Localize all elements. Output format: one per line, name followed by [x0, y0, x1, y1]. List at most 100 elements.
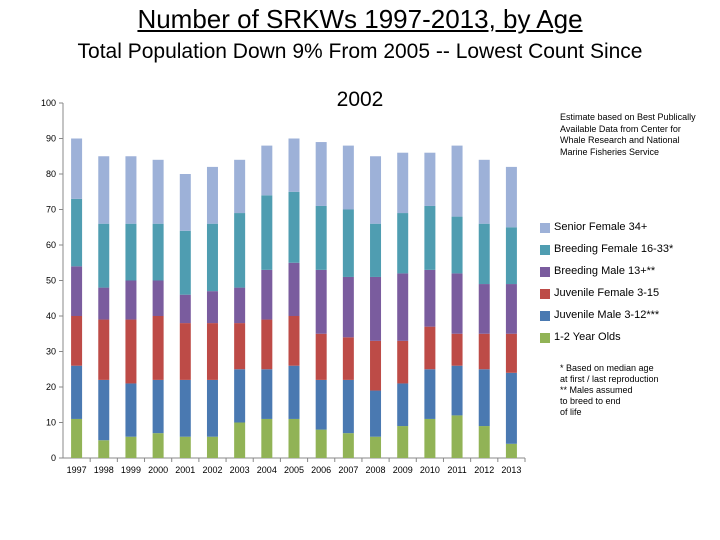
source-note: Estimate based on Best Publically Availa…: [560, 112, 696, 157]
bar-segment: [370, 156, 382, 224]
bar-segment: [478, 333, 490, 370]
y-tick-label: 60: [46, 240, 56, 250]
footnote-line: of life: [560, 407, 582, 417]
bar-segment: [478, 284, 490, 334]
legend-label: 1-2 Year Olds: [554, 331, 621, 343]
bar-segment: [261, 418, 273, 458]
footnote-line: at first / last reproduction: [560, 374, 659, 384]
bar-segment: [315, 205, 327, 270]
bar-segment: [234, 287, 246, 324]
bar-segment: [98, 156, 110, 224]
bar-segment: [478, 369, 490, 427]
bar-segment: [98, 440, 110, 458]
bar-segment: [342, 209, 354, 277]
bar-segment: [288, 262, 300, 316]
bar-segment: [98, 379, 110, 441]
bar-segment: [315, 142, 327, 206]
bar-segment: [179, 294, 191, 324]
bar-segment: [179, 323, 191, 380]
y-tick-label: 80: [46, 169, 56, 179]
bar-segment: [125, 436, 137, 458]
bar-segment: [342, 276, 354, 338]
bar-segment: [451, 273, 463, 334]
bar-segment: [179, 436, 191, 458]
bar-segment: [152, 159, 164, 224]
x-tick-label: 2004: [257, 465, 277, 475]
bar-segment: [234, 159, 246, 214]
bar-segment: [261, 145, 273, 196]
bar-segment: [125, 223, 137, 281]
bar-segment: [505, 227, 517, 285]
bar-segment: [315, 333, 327, 380]
bar-segment: [424, 369, 436, 419]
x-tick-label: 2011: [447, 465, 466, 475]
legend-swatch: [540, 311, 550, 321]
y-tick-label: 40: [46, 311, 56, 321]
x-tick-label: 2002: [202, 465, 222, 475]
y-tick-label: 0: [51, 453, 56, 463]
footnote: * Based on median age at first / last rep…: [560, 363, 670, 418]
bar-segment: [206, 166, 218, 224]
bar-segment: [397, 426, 409, 458]
bar-segment: [71, 138, 83, 199]
bar-segment: [315, 429, 327, 458]
legend-swatch: [540, 267, 550, 277]
bar-segment: [71, 316, 83, 366]
legend-swatch: [540, 223, 550, 233]
x-tick-label: 2007: [338, 465, 358, 475]
bar-segment: [179, 230, 191, 295]
bar-segment: [342, 433, 354, 458]
bar-segment: [478, 223, 490, 285]
x-tick-label: 1997: [67, 465, 87, 475]
bar-segment: [505, 166, 517, 228]
legend-label: Senior Female 34+: [554, 221, 648, 233]
bar-segment: [315, 269, 327, 334]
bar-segment: [478, 159, 490, 224]
footnote-line: ** Males assumed: [560, 385, 633, 395]
bar-segment: [370, 223, 382, 277]
bar-segment: [234, 323, 246, 370]
bar-segment: [152, 316, 164, 380]
y-tick-label: 90: [46, 134, 56, 144]
bar-segment: [71, 266, 83, 316]
bar-segment: [125, 383, 137, 437]
bar-segment: [342, 379, 354, 434]
bar-segment: [152, 223, 164, 281]
bar-segment: [206, 379, 218, 437]
bar-segment: [206, 223, 218, 292]
bar-segment: [261, 269, 273, 320]
x-tick-label: 2003: [230, 465, 250, 475]
x-tick-label: 2010: [420, 465, 440, 475]
bar-segment: [370, 436, 382, 458]
bar-segment: [424, 418, 436, 458]
chart-subtitle: Total Population Down 9% From 2005 -- Lo…: [77, 40, 643, 63]
legend-label: Breeding Male 13+**: [554, 265, 656, 277]
bar-segment: [424, 269, 436, 327]
y-tick-label: 10: [46, 418, 56, 428]
bar-segment: [152, 280, 164, 316]
x-tick-label: 2012: [474, 465, 494, 475]
legend-label: Breeding Female 16-33*: [554, 243, 674, 255]
bar-segment: [370, 390, 382, 437]
bar-segment: [152, 379, 164, 434]
bar-segment: [342, 145, 354, 210]
y-tick-label: 50: [46, 276, 56, 286]
bar-segment: [478, 426, 490, 458]
bar-segment: [152, 433, 164, 458]
bar-segment: [125, 319, 137, 384]
legend-swatch: [540, 289, 550, 299]
bar-segment: [125, 156, 137, 224]
bar-segment: [234, 369, 246, 423]
x-tick-label: 2008: [366, 465, 386, 475]
bar-segment: [451, 145, 463, 217]
bar-segment: [505, 333, 517, 373]
bar-segment: [179, 379, 191, 437]
bar-segment: [261, 369, 273, 419]
bar-segment: [397, 340, 409, 384]
bar-segment: [451, 333, 463, 366]
bar-segment: [342, 337, 354, 380]
bar-segment: [288, 365, 300, 419]
y-tick-label: 70: [46, 205, 56, 215]
bar-segment: [206, 436, 218, 458]
